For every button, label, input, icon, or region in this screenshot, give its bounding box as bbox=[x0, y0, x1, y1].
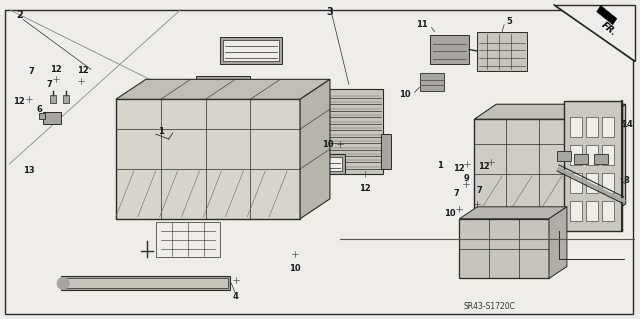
Text: 14: 14 bbox=[621, 120, 632, 129]
Bar bbox=[586, 117, 598, 137]
Text: 6: 6 bbox=[36, 105, 42, 114]
Bar bbox=[50, 95, 56, 103]
Bar bbox=[586, 201, 598, 221]
Text: 4: 4 bbox=[232, 292, 238, 301]
Text: 12: 12 bbox=[454, 165, 465, 174]
Bar bbox=[116, 99, 300, 219]
Bar bbox=[602, 173, 614, 193]
Polygon shape bbox=[300, 79, 330, 219]
Text: 1: 1 bbox=[436, 161, 442, 170]
Bar bbox=[198, 79, 247, 98]
Bar bbox=[574, 154, 588, 164]
Bar bbox=[204, 118, 247, 134]
Bar bbox=[63, 95, 69, 103]
Polygon shape bbox=[549, 207, 567, 278]
Text: 10: 10 bbox=[322, 140, 334, 149]
Text: 5: 5 bbox=[506, 17, 512, 26]
Bar bbox=[223, 40, 279, 62]
Text: 13: 13 bbox=[24, 167, 35, 175]
Text: 12: 12 bbox=[479, 162, 490, 172]
Bar bbox=[44, 112, 61, 124]
Bar bbox=[196, 76, 250, 101]
Text: 12: 12 bbox=[359, 184, 371, 193]
Polygon shape bbox=[116, 79, 330, 99]
Text: 2: 2 bbox=[16, 10, 22, 20]
Circle shape bbox=[57, 278, 69, 289]
Text: 12: 12 bbox=[77, 66, 89, 75]
Bar bbox=[477, 32, 527, 71]
Bar bbox=[586, 145, 598, 165]
Bar bbox=[570, 117, 582, 137]
Bar bbox=[570, 173, 582, 193]
Text: SR43-S1720C: SR43-S1720C bbox=[463, 302, 515, 311]
Bar bbox=[570, 145, 582, 165]
Bar bbox=[429, 34, 469, 64]
Bar bbox=[303, 157, 342, 171]
Bar bbox=[259, 87, 307, 106]
Bar bbox=[474, 119, 604, 219]
Text: 8: 8 bbox=[624, 176, 630, 185]
Bar bbox=[156, 222, 220, 256]
Polygon shape bbox=[460, 207, 567, 219]
Bar bbox=[460, 219, 549, 278]
Bar bbox=[602, 145, 614, 165]
Bar bbox=[570, 201, 582, 221]
Bar bbox=[255, 122, 305, 144]
Bar bbox=[594, 154, 608, 164]
Polygon shape bbox=[554, 5, 635, 62]
Bar bbox=[420, 73, 444, 91]
Text: 10: 10 bbox=[444, 209, 455, 218]
Bar bbox=[61, 277, 230, 290]
Text: 3: 3 bbox=[326, 7, 333, 17]
Polygon shape bbox=[474, 104, 626, 119]
Text: 12: 12 bbox=[13, 97, 25, 106]
Text: 9: 9 bbox=[463, 174, 469, 183]
Text: 7: 7 bbox=[28, 67, 34, 76]
Bar bbox=[586, 173, 598, 193]
Text: FR.: FR. bbox=[600, 21, 618, 38]
Bar bbox=[307, 134, 317, 169]
Text: 1: 1 bbox=[157, 127, 164, 136]
Text: 12: 12 bbox=[51, 65, 62, 74]
Bar bbox=[315, 89, 383, 174]
Polygon shape bbox=[596, 6, 617, 25]
Bar bbox=[255, 150, 305, 172]
Bar bbox=[602, 201, 614, 221]
Text: 7: 7 bbox=[46, 80, 52, 89]
Bar bbox=[259, 125, 302, 141]
Bar bbox=[220, 37, 282, 64]
Bar bbox=[259, 153, 302, 169]
Polygon shape bbox=[604, 104, 626, 219]
Text: 7: 7 bbox=[476, 186, 482, 195]
Bar bbox=[300, 154, 345, 174]
Bar bbox=[255, 84, 310, 109]
Bar bbox=[557, 151, 571, 161]
Bar bbox=[381, 134, 390, 169]
Bar bbox=[602, 117, 614, 137]
Text: 10: 10 bbox=[399, 90, 410, 99]
Text: 11: 11 bbox=[416, 20, 428, 29]
Bar bbox=[564, 101, 621, 231]
Bar bbox=[200, 115, 250, 137]
Text: 10: 10 bbox=[289, 264, 301, 273]
Bar bbox=[39, 113, 45, 119]
Bar bbox=[63, 278, 228, 288]
Text: 7: 7 bbox=[454, 189, 460, 198]
